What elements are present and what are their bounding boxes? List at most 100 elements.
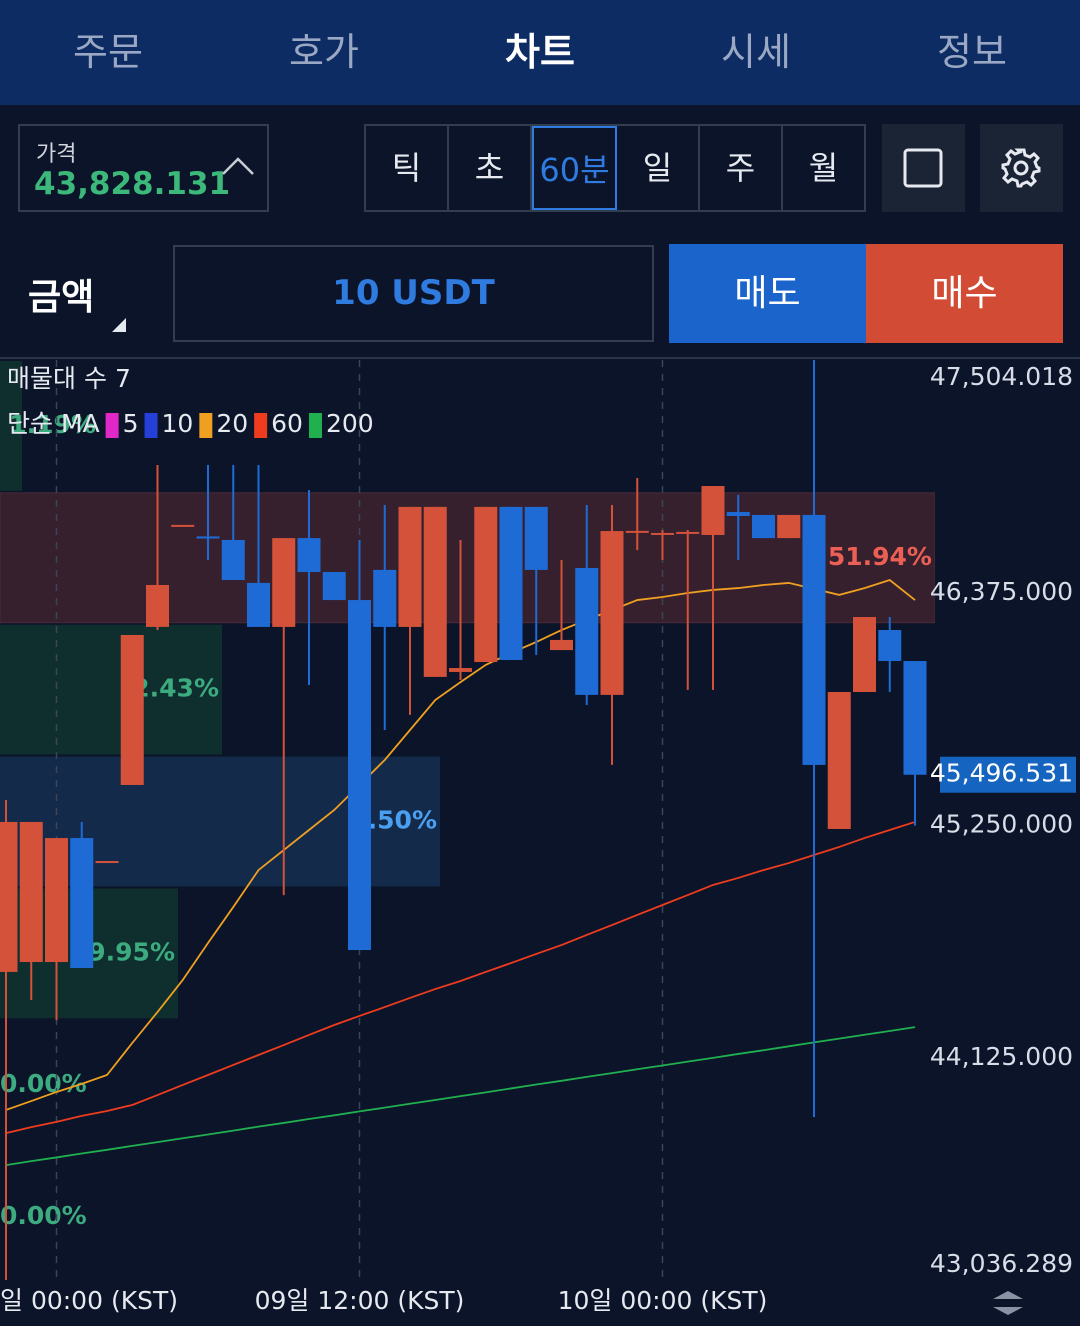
ma-line: [5, 579, 916, 1111]
interval-button[interactable]: 월: [808, 149, 839, 187]
x-tick-label: 10일 00:00 (KST): [558, 1286, 768, 1315]
candle-body: [499, 506, 523, 660]
candle-body: [297, 538, 321, 572]
candle-body: [272, 538, 296, 627]
legend-count: 7: [115, 364, 131, 393]
tab[interactable]: 시세: [721, 30, 791, 74]
tab[interactable]: 정보: [937, 30, 1007, 74]
legend-period: 5: [123, 409, 139, 438]
square-icon: [903, 148, 943, 188]
candle-body: [423, 506, 447, 677]
candle-body: [878, 630, 902, 662]
interval-button[interactable]: 60분: [532, 126, 617, 210]
current-price-label: 45,496.531: [930, 759, 1073, 788]
candle-body: [95, 861, 119, 864]
candle-body: [827, 691, 851, 829]
interval-group: 틱 초 60분 일 주 월: [364, 124, 866, 212]
candlestick-chart: 1.19%51.94%2.43%4.50%9.95%0.00%0.00%일 00…: [0, 360, 1076, 1315]
volume-band-label: 2.43%: [132, 674, 219, 703]
candle-body: [247, 582, 270, 627]
candle-body: [120, 634, 144, 785]
settings-button[interactable]: [980, 124, 1063, 212]
legend-swatch: [199, 413, 213, 438]
legend-swatch: [308, 413, 322, 438]
candle-body: [474, 506, 498, 663]
candle-body: [146, 584, 169, 627]
candle-body: [600, 531, 624, 695]
legend-ma-label: 단순 MA: [7, 409, 100, 438]
volume-band-label: 9.95%: [88, 937, 175, 966]
candle-body: [853, 617, 876, 692]
y-tick-label: 44,125.000: [930, 1042, 1073, 1071]
tab[interactable]: 호가: [289, 30, 359, 74]
interval-button[interactable]: 주: [700, 126, 783, 210]
sell-button[interactable]: 매도: [669, 244, 866, 343]
candle-body: [903, 661, 927, 775]
legend-title: 매물대 수: [7, 364, 107, 393]
candle-body: [802, 514, 826, 765]
scroll-icon: [993, 1307, 1023, 1315]
volume-band-label: 51.94%: [828, 542, 932, 571]
divider: [0, 357, 1080, 359]
volume-band-label: 1.19%: [9, 410, 96, 439]
ma-line: [5, 1026, 916, 1166]
volume-band: [0, 361, 22, 491]
caret-icon: [222, 157, 254, 175]
legend-period: 10: [162, 409, 194, 438]
candle-body: [171, 524, 195, 527]
candle-body: [373, 569, 397, 627]
candle-body: [726, 512, 750, 516]
amount-input[interactable]: 10 USDT: [173, 245, 654, 342]
fullscreen-button[interactable]: [882, 124, 965, 212]
tab[interactable]: 차트: [505, 30, 575, 74]
legend-swatch: [254, 413, 268, 438]
legend-swatch: [144, 413, 158, 438]
candle-body: [221, 539, 245, 581]
volume-band: [0, 624, 222, 755]
current-price-box: [940, 756, 1076, 793]
legend-period: 20: [216, 409, 248, 438]
candle-body: [19, 821, 43, 963]
candle-body: [651, 532, 674, 535]
price-label: 가격: [36, 142, 77, 167]
candle-body: [196, 536, 220, 539]
dropdown-triangle[interactable]: [110, 316, 128, 334]
tab-bar: 주문 호가 차트 시세 정보: [0, 0, 1080, 105]
volume-band-label: 0.00%: [0, 1069, 87, 1098]
y-tick-label: 43,036.289: [930, 1249, 1073, 1278]
candle-body: [348, 600, 371, 951]
candle-body: [45, 838, 68, 963]
candle-body: [701, 486, 725, 535]
candle-body: [676, 531, 700, 534]
candle-body: [0, 821, 18, 972]
candle-body: [752, 514, 775, 539]
interval-button[interactable]: 틱: [366, 126, 449, 210]
buy-button[interactable]: 매수: [866, 244, 1063, 343]
interval-button[interactable]: 초: [449, 126, 532, 210]
plot: 1.19%51.94%2.43%4.50%9.95%0.00%0.00%: [0, 360, 935, 1283]
volume-band: [0, 492, 935, 624]
tab[interactable]: 주문: [73, 30, 143, 74]
candle-body: [449, 668, 472, 672]
candle-body: [550, 639, 573, 651]
gear-icon: [1001, 148, 1041, 188]
candle-body: [70, 838, 94, 969]
y-tick-label: 45,250.000: [930, 810, 1073, 839]
legend-period: 60: [271, 409, 303, 438]
candle-body: [322, 571, 346, 601]
amount-label: 금액: [28, 277, 95, 318]
y-tick-label: 46,375.000: [930, 577, 1073, 606]
candle-body: [398, 506, 422, 627]
scroll-icon: [993, 1291, 1023, 1299]
price-box[interactable]: 가격 43,828.131: [18, 124, 269, 212]
interval-button[interactable]: 일: [617, 126, 700, 210]
candle-body: [777, 514, 801, 539]
volume-band-label: 0.00%: [0, 1201, 87, 1230]
candle-body: [575, 568, 599, 695]
legend-swatch: [105, 413, 119, 438]
x-tick-label: 09일 12:00 (KST): [255, 1286, 465, 1315]
ma-line: [5, 821, 916, 1134]
candle-body: [625, 530, 649, 533]
legend-period: 200: [326, 409, 374, 438]
